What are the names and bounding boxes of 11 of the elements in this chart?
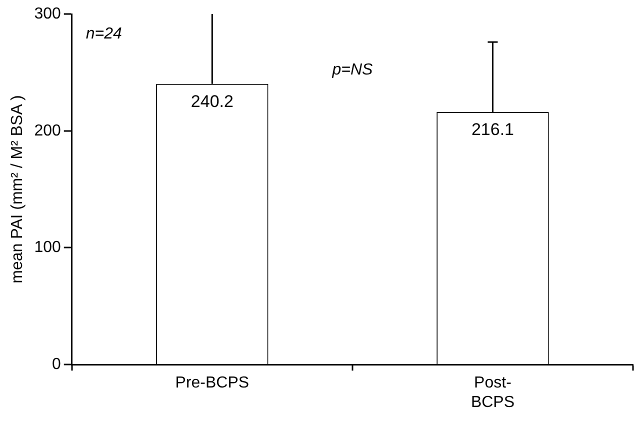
data-label: 216.1 <box>471 120 514 140</box>
annotation: n=24 <box>86 25 122 42</box>
x-tick-label: Pre-BCPS <box>175 374 250 392</box>
data-label: 240.2 <box>190 92 234 112</box>
y-tick-label: 100 <box>34 239 61 256</box>
y-axis-title: mean PAI (mm² / M² BSA ) <box>9 95 26 284</box>
y-tick-label: 0 <box>52 356 61 374</box>
x-tick-label: Post-BCPS <box>470 374 515 411</box>
y-tick-label: 300 <box>34 5 61 22</box>
annotation: p=NS <box>331 61 374 78</box>
y-tick-label: 200 <box>34 122 61 140</box>
